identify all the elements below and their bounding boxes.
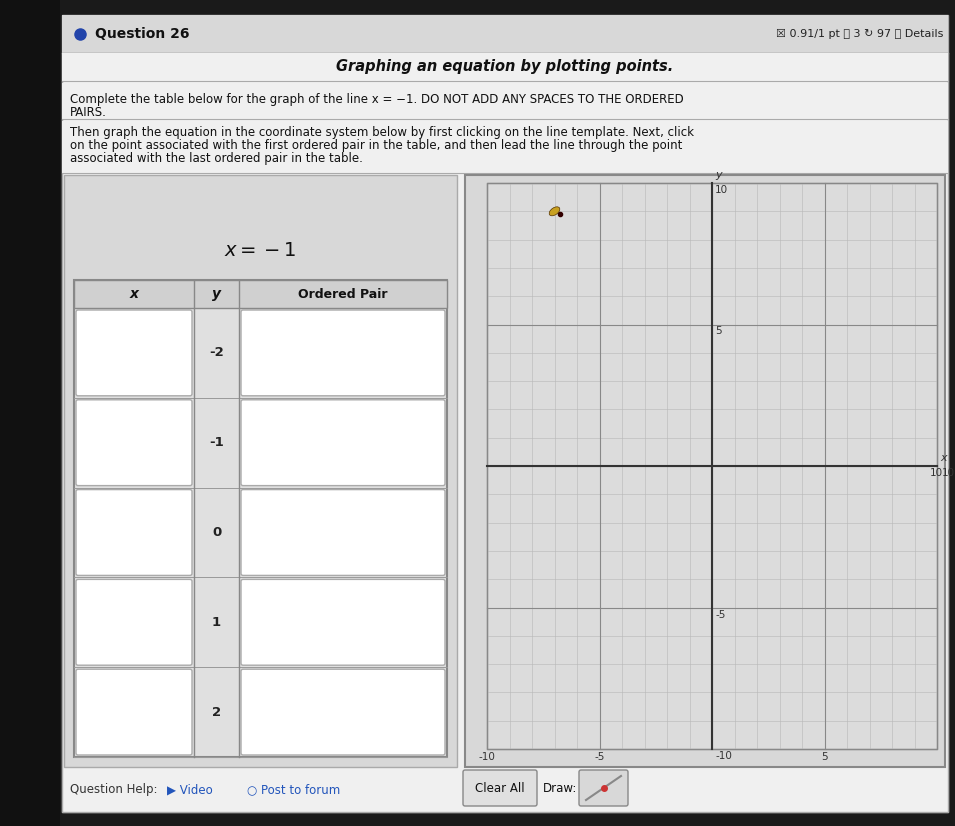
Text: Clear All: Clear All [476,781,525,795]
FancyBboxPatch shape [76,669,192,755]
Text: -5: -5 [594,752,605,762]
FancyBboxPatch shape [241,669,445,755]
Text: ☒ 0.91/1 pt ⨉ 3 ↻ 97 ⓘ Details: ☒ 0.91/1 pt ⨉ 3 ↻ 97 ⓘ Details [775,29,943,39]
Text: PAIRS.: PAIRS. [70,106,107,119]
Text: 2: 2 [212,705,221,719]
Text: associated with the last ordered pair in the table.: associated with the last ordered pair in… [70,152,363,165]
Text: Graphing an equation by plotting points.: Graphing an equation by plotting points. [336,59,673,74]
FancyBboxPatch shape [241,490,445,576]
Text: 5: 5 [715,326,722,336]
Text: x: x [130,287,138,301]
Text: Draw:: Draw: [543,781,578,795]
Text: 5: 5 [821,752,828,762]
Text: 1: 1 [212,616,221,629]
Text: 10: 10 [942,468,955,478]
Text: on the point associated with the first ordered pair in the table, and then lead : on the point associated with the first o… [70,139,683,152]
Text: -2: -2 [209,346,223,359]
Text: Complete the table below for the graph of the line x = −1. DO NOT ADD ANY SPACES: Complete the table below for the graph o… [70,93,684,106]
FancyBboxPatch shape [241,310,445,396]
Bar [64,175,457,767]
Bar [62,15,948,53]
Bar [62,83,948,119]
Bar [62,53,948,81]
Bar [74,280,447,308]
Text: -10: -10 [715,751,732,761]
Text: x: x [940,453,946,463]
Bar [74,280,447,757]
FancyBboxPatch shape [76,400,192,486]
FancyBboxPatch shape [463,770,537,806]
Text: Question 26: Question 26 [95,27,189,41]
Text: ○ Post to forum: ○ Post to forum [247,784,340,796]
Text: y: y [715,170,722,180]
Bar [487,183,937,749]
Text: 0: 0 [212,526,222,539]
Text: Then graph the equation in the coordinate system below by first clicking on the : Then graph the equation in the coordinat… [70,126,694,139]
FancyBboxPatch shape [76,490,192,576]
Text: Question Help:: Question Help: [70,784,158,796]
FancyBboxPatch shape [579,770,628,806]
Text: -1: -1 [209,436,223,449]
FancyBboxPatch shape [241,579,445,665]
Text: 10: 10 [715,185,728,195]
Text: 10: 10 [930,468,943,478]
Text: y: y [212,287,221,301]
Text: Ordered Pair: Ordered Pair [298,287,388,301]
Bar [62,121,948,173]
Bar [465,175,945,767]
FancyBboxPatch shape [241,400,445,486]
Text: -5: -5 [715,610,726,620]
Text: ▶ Video: ▶ Video [167,784,213,796]
Bar [0,0,60,826]
FancyBboxPatch shape [76,310,192,396]
FancyBboxPatch shape [76,579,192,665]
Ellipse shape [549,206,560,216]
Text: $x = -1$: $x = -1$ [224,240,297,259]
Text: -10: -10 [478,752,496,762]
